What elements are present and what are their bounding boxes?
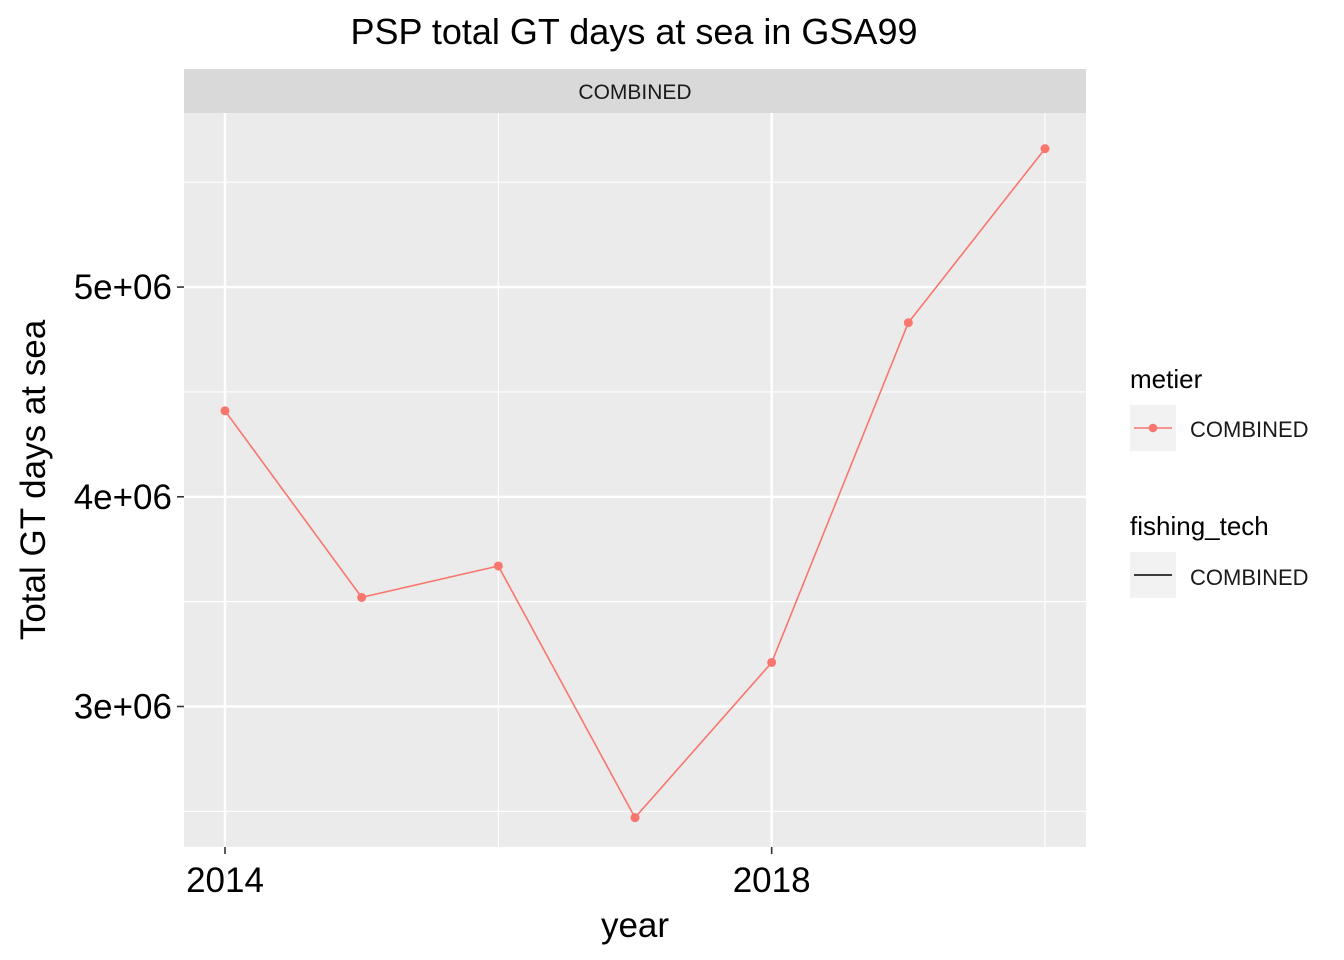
facet-strip bbox=[184, 69, 1086, 113]
y-axis-label: Total GT days at sea bbox=[14, 319, 53, 640]
x-axis-label: year bbox=[601, 906, 669, 945]
data-point-2017 bbox=[630, 813, 640, 823]
facet-strip-label: COMBINED bbox=[578, 81, 691, 104]
y-tick-label-0: 3e+06 bbox=[74, 687, 172, 726]
data-point-2018 bbox=[767, 657, 777, 667]
legend-metier-key-point bbox=[1148, 423, 1158, 433]
data-point-2014 bbox=[220, 406, 230, 416]
chart-title: PSP total GT days at sea in GSA99 bbox=[351, 11, 918, 52]
data-point-2020 bbox=[1040, 144, 1050, 154]
legend-fishing-tech-label: COMBINED bbox=[1190, 565, 1309, 590]
x-tick-label-1: 2018 bbox=[733, 861, 811, 900]
plot-panel bbox=[184, 113, 1086, 847]
data-point-2019 bbox=[903, 318, 913, 328]
y-tick-label-2: 5e+06 bbox=[74, 268, 172, 307]
series-layer bbox=[220, 144, 1050, 823]
legend-metier-title: metier bbox=[1130, 364, 1203, 394]
legend: metier COMBINED fishing_tech COMBINED bbox=[1130, 364, 1309, 598]
x-tick-label-0: 2014 bbox=[186, 861, 264, 900]
data-point-2016 bbox=[493, 561, 503, 571]
minor-gridlines bbox=[184, 113, 1086, 847]
x-axis: 2014 2018 bbox=[186, 847, 811, 900]
legend-fishing-tech-title: fishing_tech bbox=[1130, 511, 1269, 541]
legend-fishing-tech: fishing_tech COMBINED bbox=[1130, 511, 1309, 598]
legend-metier-label: COMBINED bbox=[1190, 417, 1309, 442]
y-axis: 3e+06 4e+06 5e+06 bbox=[74, 268, 184, 726]
data-point-2015 bbox=[357, 592, 367, 602]
y-tick-label-1: 4e+06 bbox=[74, 478, 172, 517]
legend-metier: metier COMBINED bbox=[1130, 364, 1309, 451]
